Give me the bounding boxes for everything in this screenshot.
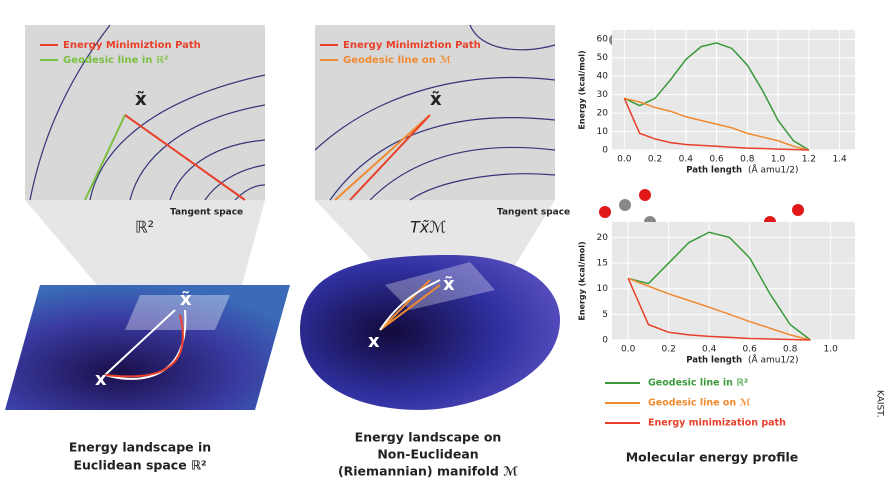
caption: Euclidean space ℝ² [73, 458, 206, 473]
legend-label: Geodesic line on ℳ [343, 55, 451, 66]
x-axis-unit: (Å amu1/2) [748, 164, 799, 176]
point-label: x̃ [180, 289, 192, 310]
y-tick-label: 20 [597, 109, 609, 119]
y-axis-label: Energy (kcal/mol) [578, 50, 587, 129]
space-label: ℝ² [135, 218, 154, 237]
x-tick-label: 0.8 [783, 345, 798, 355]
legend-label: Energy Minimiztion Path [343, 40, 481, 51]
y-tick-label: 15 [597, 259, 608, 269]
legend-label: Energy Minimiztion Path [63, 40, 201, 51]
point-label: x̃ [430, 89, 442, 110]
point-label: x̃ [135, 89, 147, 110]
y-tick-label: 0 [602, 146, 608, 156]
x-tick-label: 1.4 [832, 155, 847, 165]
x-tick-label: 1.0 [824, 345, 839, 355]
legend-label: Geodesic line on ℳ [648, 398, 751, 409]
caption: Non-Euclidean [377, 447, 478, 462]
y-axis-label: Energy (kcal/mol) [578, 241, 587, 320]
x-axis-label: Path length [686, 166, 742, 176]
y-tick-label: 10 [597, 284, 609, 294]
credit: KAIST. [875, 390, 885, 418]
caption: Energy landscape on [355, 430, 502, 445]
figure: Energy Minimiztion Path Geodesic line in… [0, 0, 891, 485]
caption: Molecular energy profile [626, 450, 799, 465]
caption: (Riemannian) manifold ℳ [338, 464, 518, 479]
y-tick-label: 40 [597, 72, 609, 82]
space-label: Tx̃ℳ [410, 218, 446, 237]
point-label: x [368, 331, 380, 352]
tangent-patch [125, 295, 230, 330]
y-tick-label: 60 [597, 35, 609, 45]
x-tick-label: 1.0 [771, 155, 786, 165]
x-tick-label: 0.0 [617, 155, 632, 165]
y-tick-label: 50 [597, 53, 609, 63]
legend-label: Geodesic line in ℝ² [648, 378, 748, 389]
x-tick-label: 0.4 [679, 155, 694, 165]
plot-area [612, 222, 855, 340]
caption: Energy landscape in [69, 440, 211, 455]
x-tick-label: 0.0 [621, 345, 636, 355]
x-tick-label: 0.4 [702, 345, 717, 355]
tangent-label: Tangent space [170, 208, 243, 218]
x-axis-unit: (Å amu1/2) [748, 354, 799, 366]
legend-label: Energy minimization path [648, 418, 786, 429]
x-tick-label: 0.6 [709, 155, 724, 165]
y-tick-label: 30 [597, 90, 609, 100]
point-label: x̃ [443, 274, 455, 295]
x-tick-label: 1.2 [802, 155, 816, 165]
point-label: x [95, 369, 107, 390]
x-tick-label: 0.2 [662, 345, 676, 355]
y-tick-label: 20 [597, 233, 609, 243]
x-axis-label: Path length [686, 356, 742, 366]
y-tick-label: 0 [602, 336, 608, 346]
x-tick-label: 0.6 [743, 345, 758, 355]
tangent-plane [25, 25, 265, 200]
x-tick-label: 0.8 [740, 155, 755, 165]
x-tick-label: 0.2 [648, 155, 662, 165]
y-tick-label: 10 [597, 127, 609, 137]
legend-label: Geodesic line in ℝ² [63, 55, 168, 66]
y-tick-label: 5 [602, 310, 608, 320]
tangent-label: Tangent space [497, 208, 570, 218]
